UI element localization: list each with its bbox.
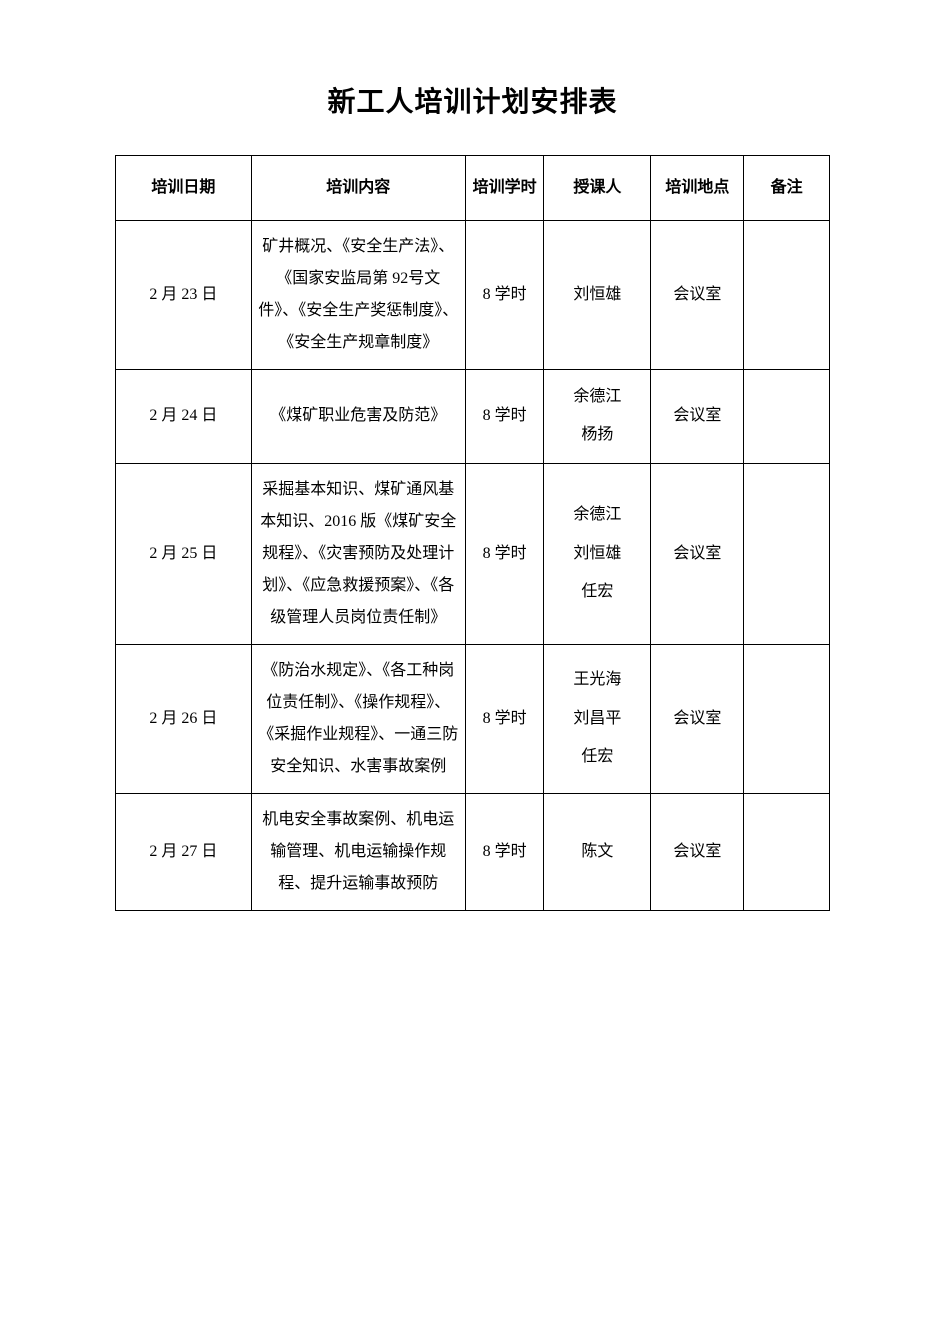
cell-hours: 8 学时 xyxy=(465,644,544,793)
cell-content: 采掘基本知识、煤矿通风基本知识、2016 版《煤矿安全规程》、《灾害预防及处理计… xyxy=(251,463,465,644)
table-row: 2 月 24 日 《煤矿职业危害及防范》 8 学时 余德江 杨扬 会议室 xyxy=(116,370,830,464)
cell-instructor: 余德江 杨扬 xyxy=(544,370,651,464)
cell-date: 2 月 24 日 xyxy=(116,370,252,464)
cell-notes xyxy=(744,221,830,370)
page-title: 新工人培训计划安排表 xyxy=(115,80,830,120)
table-row: 2 月 26 日 《防治水规定》、《各工种岗位责任制》、《操作规程》、《采掘作业… xyxy=(116,644,830,793)
cell-hours: 8 学时 xyxy=(465,221,544,370)
cell-hours: 8 学时 xyxy=(465,463,544,644)
cell-instructor: 王光海 刘昌平 任宏 xyxy=(544,644,651,793)
cell-content: 《煤矿职业危害及防范》 xyxy=(251,370,465,464)
cell-notes xyxy=(744,793,830,910)
cell-instructor: 陈文 xyxy=(544,793,651,910)
cell-hours: 8 学时 xyxy=(465,370,544,464)
cell-date: 2 月 25 日 xyxy=(116,463,252,644)
cell-notes xyxy=(744,370,830,464)
table-row: 2 月 23 日 矿井概况、《安全生产法》、《国家安监局第 92号文件》、《安全… xyxy=(116,221,830,370)
cell-location: 会议室 xyxy=(651,463,744,644)
header-content: 培训内容 xyxy=(251,156,465,221)
cell-location: 会议室 xyxy=(651,370,744,464)
cell-content: 矿井概况、《安全生产法》、《国家安监局第 92号文件》、《安全生产奖惩制度》、《… xyxy=(251,221,465,370)
header-location: 培训地点 xyxy=(651,156,744,221)
header-date: 培训日期 xyxy=(116,156,252,221)
cell-location: 会议室 xyxy=(651,793,744,910)
training-schedule-table: 培训日期 培训内容 培训学时 授课人 培训地点 备注 2 月 23 日 矿井概况… xyxy=(115,155,830,911)
table-row: 2 月 27 日 机电安全事故案例、机电运输管理、机电运输操作规程、提升运输事故… xyxy=(116,793,830,910)
table-header-row: 培训日期 培训内容 培训学时 授课人 培训地点 备注 xyxy=(116,156,830,221)
cell-date: 2 月 23 日 xyxy=(116,221,252,370)
cell-hours: 8 学时 xyxy=(465,793,544,910)
cell-location: 会议室 xyxy=(651,221,744,370)
cell-notes xyxy=(744,463,830,644)
table-row: 2 月 25 日 采掘基本知识、煤矿通风基本知识、2016 版《煤矿安全规程》、… xyxy=(116,463,830,644)
header-instructor: 授课人 xyxy=(544,156,651,221)
cell-instructor: 刘恒雄 xyxy=(544,221,651,370)
cell-notes xyxy=(744,644,830,793)
cell-instructor: 余德江 刘恒雄 任宏 xyxy=(544,463,651,644)
cell-location: 会议室 xyxy=(651,644,744,793)
header-notes: 备注 xyxy=(744,156,830,221)
cell-date: 2 月 26 日 xyxy=(116,644,252,793)
cell-date: 2 月 27 日 xyxy=(116,793,252,910)
header-hours: 培训学时 xyxy=(465,156,544,221)
cell-content: 《防治水规定》、《各工种岗位责任制》、《操作规程》、《采掘作业规程》、一通三防安… xyxy=(251,644,465,793)
cell-content: 机电安全事故案例、机电运输管理、机电运输操作规程、提升运输事故预防 xyxy=(251,793,465,910)
